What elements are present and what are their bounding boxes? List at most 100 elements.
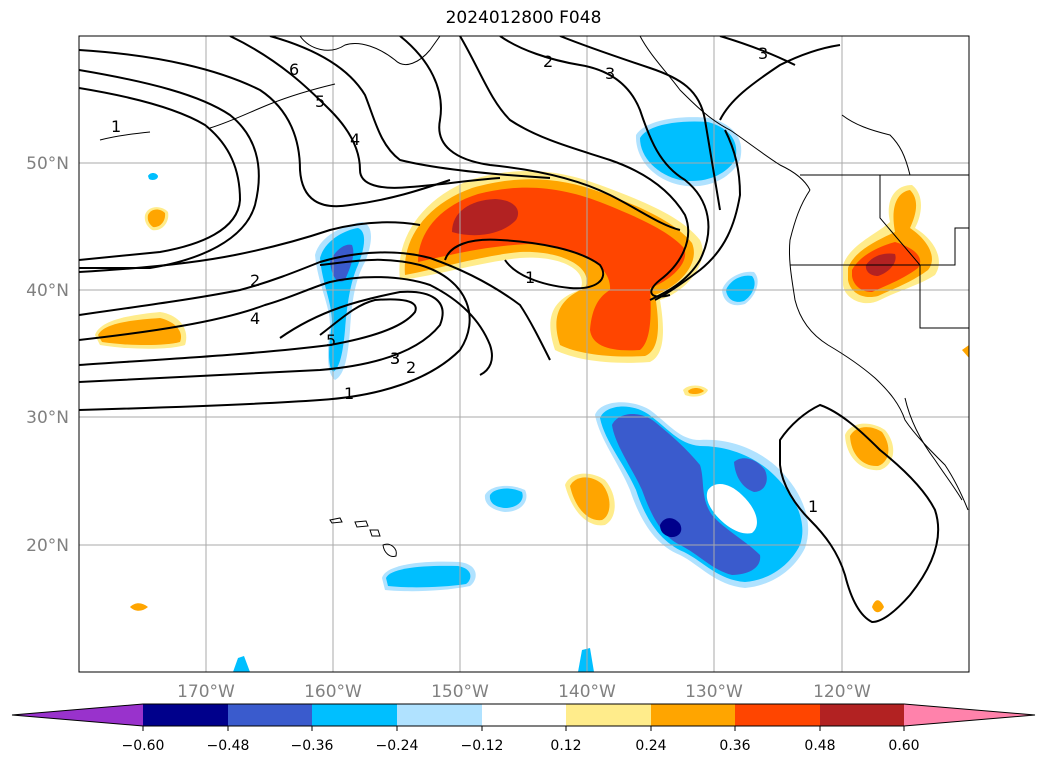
anomaly-region (386, 565, 471, 588)
contour-label: 3 (390, 349, 400, 368)
anomaly-region (706, 483, 757, 534)
lat-label: 20°N (26, 536, 69, 556)
contour-line (79, 87, 242, 261)
colorbar-label: 0.12 (550, 738, 581, 754)
lon-label: 130°W (685, 682, 743, 702)
anomaly-region (726, 275, 755, 302)
contour-line (79, 69, 260, 269)
colorbar-label: −0.24 (376, 738, 419, 754)
coastlines (99, 36, 969, 511)
anomaly-region (872, 600, 884, 613)
contour-label: 1 (525, 268, 535, 287)
colorbar-segment (904, 704, 1035, 726)
contour-line (779, 403, 940, 624)
colorbar-segment (312, 704, 397, 726)
lat-label: 30°N (26, 408, 69, 428)
colorbar-segment (482, 704, 566, 726)
islands (329, 517, 397, 557)
colorbar: −0.60 −0.48 −0.36 −0.24 −0.12 0.12 0.24 … (11, 703, 1036, 754)
shaded-field-us-positive (843, 185, 939, 304)
hawaii-island (354, 520, 369, 528)
contour-label: 2 (406, 358, 416, 377)
lat-label: 50°N (26, 154, 69, 174)
map-frame (78, 35, 970, 673)
contour-label: 1 (111, 117, 121, 136)
colorbar-label: 0.48 (804, 738, 835, 754)
colorbar-label: −0.12 (461, 738, 504, 754)
contours (79, 36, 940, 624)
hawaii-island (369, 529, 381, 537)
anomaly-region (148, 173, 158, 180)
contour-line (499, 36, 710, 301)
contour-line (79, 298, 417, 366)
colorbar-label: 0.24 (635, 738, 666, 754)
lat-axis-labels: 50°N 40°N 30°N 20°N (26, 154, 69, 556)
contour-label: 3 (605, 64, 615, 83)
colorbar-label: 0.60 (888, 738, 919, 754)
lon-label: 170°W (177, 682, 235, 702)
lon-axis-labels: 170°W 160°W 150°W 140°W 130°W 120°W (177, 682, 871, 702)
contour-labels: 6 5 4 1 2 4 3 5 3 2 1 1 2 3 3 1 (111, 44, 818, 516)
state-border (841, 114, 911, 176)
contour-label: 1 (808, 497, 818, 516)
contour-label: 2 (543, 52, 553, 71)
contour-label: 5 (326, 331, 336, 350)
contour-label: 6 (289, 60, 299, 79)
hawaii-island (382, 543, 397, 557)
anomaly-region (452, 199, 519, 236)
contour-line (444, 238, 605, 290)
contour-label: 4 (350, 130, 360, 149)
contour-line (269, 36, 551, 179)
anomaly-region (489, 488, 523, 508)
colorbar-ticks (142, 726, 905, 731)
contour-line (399, 36, 681, 231)
colorbar-segment (12, 704, 143, 726)
anomaly-region (130, 603, 148, 611)
contour-label: 2 (250, 271, 260, 290)
state-border (790, 227, 969, 266)
anomaly-region (147, 209, 166, 228)
lon-label: 150°W (431, 682, 489, 702)
anomaly-region (578, 648, 594, 672)
coastline-west-coast (789, 189, 969, 511)
colorbar-label: −0.36 (291, 738, 334, 754)
lon-label: 120°W (813, 682, 871, 702)
contour-line (79, 49, 451, 208)
map-area: 6 5 4 1 2 4 3 5 3 2 1 1 2 3 3 1 (79, 36, 969, 672)
contour-line (79, 290, 444, 383)
contour-label: 1 (344, 384, 354, 403)
anomaly-region (850, 427, 889, 467)
coastline-alaska-panhandle (639, 36, 811, 191)
lon-label: 160°W (304, 682, 362, 702)
anomaly-region (660, 518, 682, 538)
colorbar-label: −0.48 (207, 738, 250, 754)
contour-label: 5 (315, 92, 325, 111)
contour-label: 3 (758, 44, 768, 63)
shaded-field-north-positive (399, 170, 703, 363)
contour-line (79, 276, 493, 376)
contour-line (559, 36, 721, 211)
shaded-field-south-negative (595, 402, 809, 588)
lat-label: 40°N (26, 281, 69, 301)
hawaii-island (329, 517, 343, 524)
contour-line (654, 129, 742, 301)
colorbar-segment (651, 704, 735, 726)
coastline-baja (904, 397, 963, 501)
contour-line (459, 36, 690, 298)
anomaly-region (688, 388, 704, 395)
contour-label: 4 (250, 309, 260, 328)
colorbar-label: 0.36 (719, 738, 750, 754)
contour-line (719, 36, 841, 121)
lon-label: 140°W (558, 682, 616, 702)
anomaly-region (570, 477, 610, 521)
anomaly-region (612, 414, 761, 575)
contour-line (79, 258, 471, 411)
map-title: 2024012800 F048 (445, 8, 602, 28)
contour-line (79, 251, 551, 361)
colorbar-segment (566, 704, 651, 726)
colorbar-label: −0.60 (122, 738, 165, 754)
colorbar-segment (397, 704, 482, 726)
anomaly-region (962, 345, 969, 358)
anomaly-region (233, 656, 250, 672)
